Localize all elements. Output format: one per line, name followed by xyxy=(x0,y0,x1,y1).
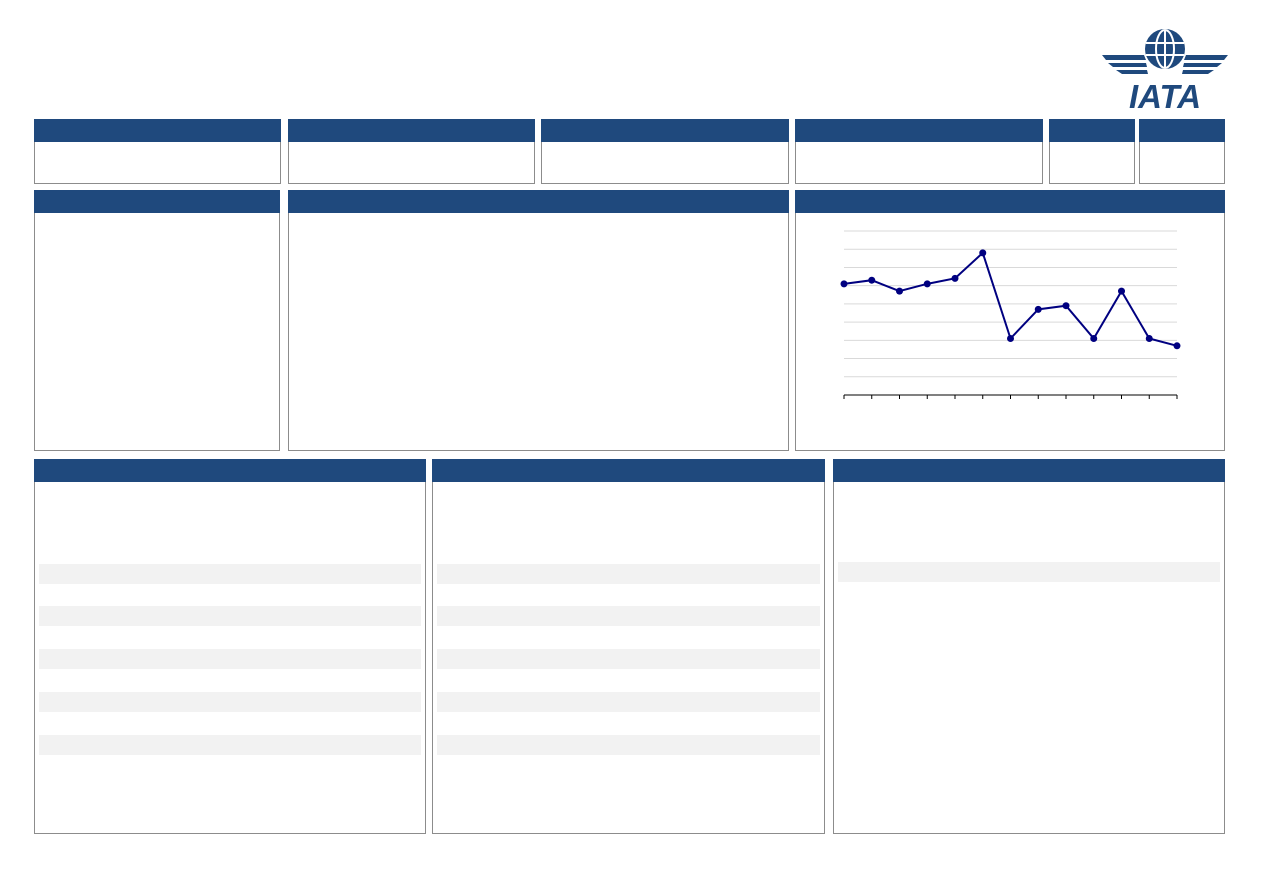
kpi-panel-2 xyxy=(288,119,535,184)
data-point xyxy=(1173,342,1181,350)
data-point xyxy=(979,249,987,257)
kpi-panel-5 xyxy=(1049,119,1135,184)
kpi-panel-3-header xyxy=(541,119,789,142)
table-row xyxy=(437,564,820,584)
table-row xyxy=(437,649,820,669)
data-point xyxy=(1062,302,1070,310)
info-panel-center-header xyxy=(288,190,789,213)
data-point xyxy=(1145,335,1153,343)
logo-wordmark: IATA xyxy=(1129,78,1201,112)
info-panel-left xyxy=(34,190,280,451)
table-row xyxy=(838,562,1220,582)
wings-icon xyxy=(1102,55,1228,74)
kpi-panel-4 xyxy=(795,119,1043,184)
table-panel-left-header xyxy=(34,459,426,482)
data-point xyxy=(951,274,959,282)
data-point xyxy=(1090,335,1098,343)
data-point xyxy=(1007,335,1014,343)
data-point xyxy=(868,276,876,284)
chart-panel xyxy=(795,190,1225,451)
line-chart xyxy=(840,230,1181,399)
data-point xyxy=(896,287,903,295)
table-row xyxy=(39,735,421,755)
table-row xyxy=(437,692,820,712)
kpi-panel-6 xyxy=(1139,119,1225,184)
data-point xyxy=(923,280,931,288)
table-panel-right xyxy=(833,459,1225,834)
table-row xyxy=(39,692,421,712)
kpi-panel-1 xyxy=(34,119,281,184)
iata-logo: IATA xyxy=(1102,29,1228,112)
kpi-panel-1-header xyxy=(34,119,281,142)
table-panel-left xyxy=(34,459,426,834)
table-row xyxy=(39,564,421,584)
kpi-panel-6-header xyxy=(1139,119,1225,142)
table-row xyxy=(39,606,421,626)
kpi-panel-4-header xyxy=(795,119,1043,142)
data-point xyxy=(840,280,848,288)
data-point xyxy=(1034,305,1042,313)
table-row xyxy=(437,606,820,626)
data-point xyxy=(1118,287,1125,295)
globe-icon xyxy=(1145,29,1185,69)
info-panel-left-header xyxy=(34,190,280,213)
series-line xyxy=(843,251,1178,347)
info-panel-center xyxy=(288,190,789,451)
kpi-panel-2-header xyxy=(288,119,535,142)
table-panel-right-header xyxy=(833,459,1225,482)
table-panel-center-header xyxy=(432,459,825,482)
kpi-panel-5-header xyxy=(1049,119,1135,142)
table-row xyxy=(39,649,421,669)
table-panel-center xyxy=(432,459,825,834)
kpi-panel-3 xyxy=(541,119,789,184)
chart-panel-header xyxy=(795,190,1225,213)
table-row xyxy=(437,735,820,755)
